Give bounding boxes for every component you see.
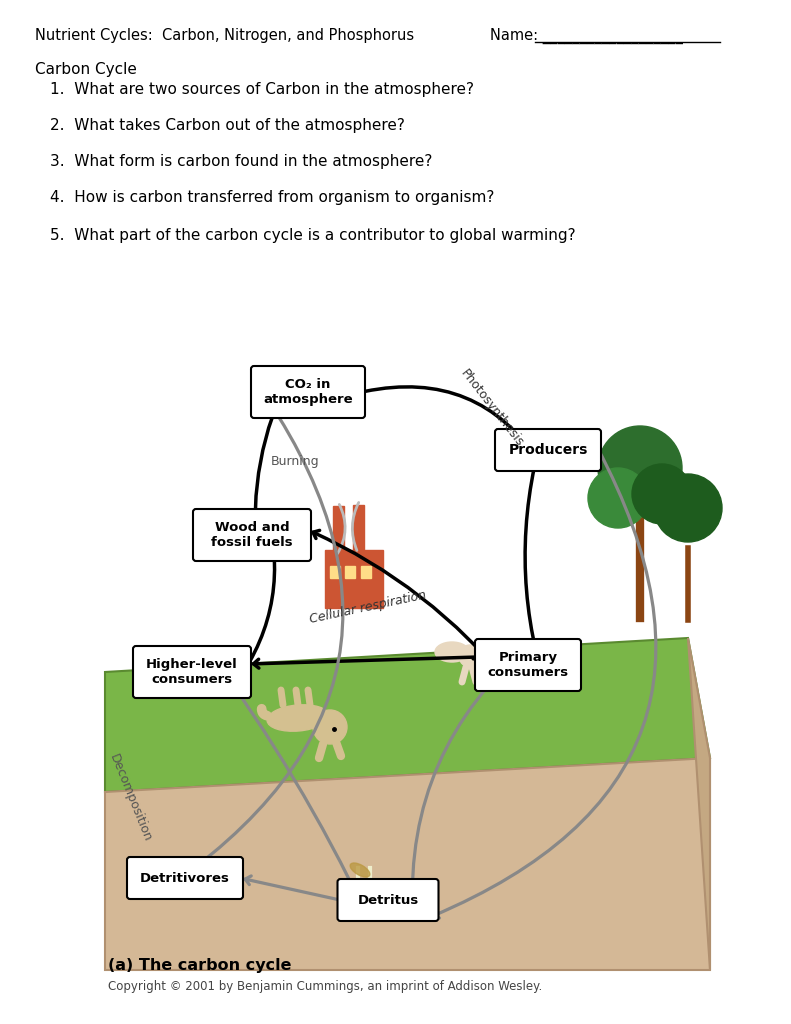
Text: Nutrient Cycles:  Carbon, Nitrogen, and Phosphorus: Nutrient Cycles: Carbon, Nitrogen, and P…: [35, 28, 414, 43]
FancyBboxPatch shape: [133, 646, 251, 698]
Text: 1.  What are two sources of Carbon in the atmosphere?: 1. What are two sources of Carbon in the…: [50, 82, 474, 97]
FancyBboxPatch shape: [338, 879, 438, 921]
Text: Photosynthesis: Photosynthesis: [458, 367, 526, 450]
Text: 2.  What takes Carbon out of the atmosphere?: 2. What takes Carbon out of the atmosphe…: [50, 118, 405, 133]
Circle shape: [654, 474, 722, 542]
Bar: [361, 566, 371, 578]
Text: 5.  What part of the carbon cycle is a contributor to global warming?: 5. What part of the carbon cycle is a co…: [50, 228, 576, 243]
Circle shape: [598, 426, 682, 510]
Text: Copyright © 2001 by Benjamin Cummings, an imprint of Addison Wesley.: Copyright © 2001 by Benjamin Cummings, a…: [108, 980, 543, 993]
Polygon shape: [105, 638, 710, 792]
Ellipse shape: [267, 705, 329, 731]
Circle shape: [588, 468, 648, 528]
Text: Detritus: Detritus: [358, 894, 418, 906]
Ellipse shape: [435, 642, 469, 662]
Ellipse shape: [363, 880, 377, 888]
Circle shape: [459, 645, 481, 667]
FancyBboxPatch shape: [127, 857, 243, 899]
Polygon shape: [688, 638, 710, 970]
Text: 4.  How is carbon transferred from organism to organism?: 4. How is carbon transferred from organi…: [50, 190, 494, 205]
Text: Carbon Cycle: Carbon Cycle: [35, 62, 137, 77]
Text: Cellular respiration: Cellular respiration: [308, 588, 428, 626]
FancyBboxPatch shape: [251, 366, 365, 418]
Text: Decomposition: Decomposition: [107, 753, 153, 844]
Polygon shape: [105, 758, 710, 970]
Text: Primary
consumers: Primary consumers: [487, 651, 569, 679]
Ellipse shape: [349, 881, 367, 891]
Text: Detritivores: Detritivores: [140, 871, 230, 885]
Bar: [353, 505, 364, 555]
FancyBboxPatch shape: [475, 639, 581, 691]
Circle shape: [313, 710, 347, 744]
Text: Producers: Producers: [509, 443, 588, 457]
Bar: [325, 550, 383, 608]
Ellipse shape: [350, 863, 370, 877]
FancyBboxPatch shape: [193, 509, 311, 561]
FancyBboxPatch shape: [495, 429, 601, 471]
Bar: [333, 506, 344, 558]
Text: (a) The carbon cycle: (a) The carbon cycle: [108, 958, 292, 973]
Bar: [330, 566, 340, 578]
Text: CO₂ in
atmosphere: CO₂ in atmosphere: [263, 378, 353, 406]
Text: Burning: Burning: [271, 456, 320, 469]
Circle shape: [632, 464, 692, 524]
Text: Name: ___________________: Name: ___________________: [490, 28, 683, 44]
Text: Higher-level
consumers: Higher-level consumers: [146, 658, 238, 686]
Text: Wood and
fossil fuels: Wood and fossil fuels: [211, 521, 293, 549]
Text: 3.  What form is carbon found in the atmosphere?: 3. What form is carbon found in the atmo…: [50, 154, 433, 169]
Bar: [345, 566, 355, 578]
